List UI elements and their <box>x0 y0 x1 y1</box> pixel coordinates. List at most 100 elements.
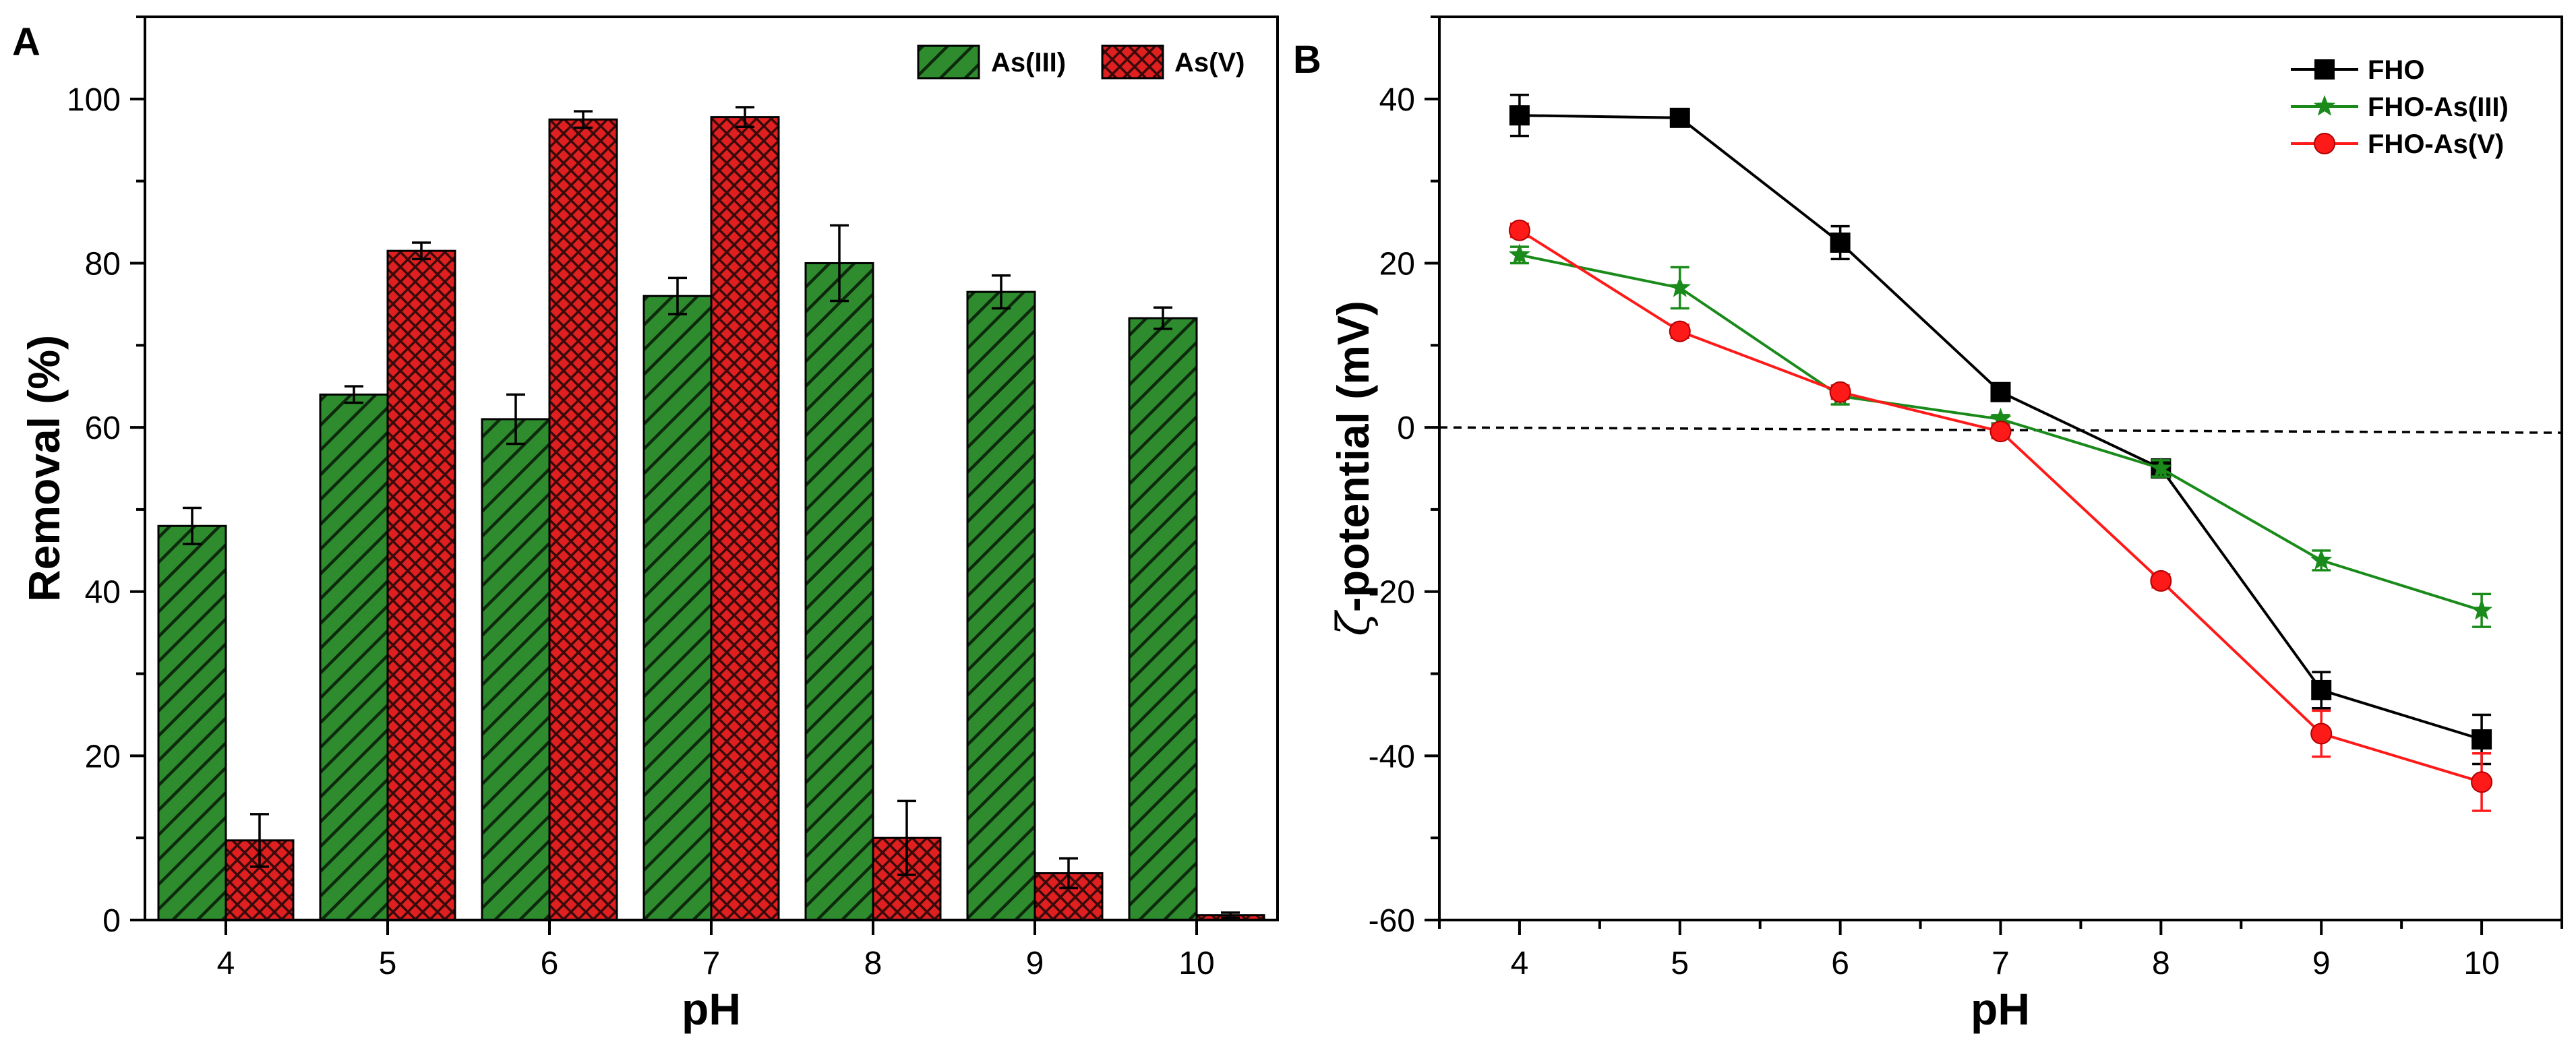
zeta-symbol: ζ <box>1327 609 1379 636</box>
error-bar <box>183 506 202 545</box>
point-fho-asiii-ph-4 <box>1508 243 1531 264</box>
panel-b-plot-frame <box>1438 16 2563 921</box>
panel-b-x-tick-label: 5 <box>1671 946 1689 981</box>
point-fho-asv-ph-9 <box>2310 723 2333 745</box>
panel-a-x-tick-label: 4 <box>217 946 235 981</box>
panel-a-legend: As(III) As(V) <box>917 44 1245 80</box>
panel-a-error-bars <box>183 106 1240 919</box>
panel-a-x-tick-label: 8 <box>864 946 882 981</box>
panel-b-x-tick-label: 8 <box>2152 946 2170 981</box>
error-bar <box>736 106 754 128</box>
error-bar <box>1154 306 1172 330</box>
bar-asiii-ph-7 <box>642 295 713 921</box>
panel-b-y-tick-label: 0 <box>1397 410 1415 446</box>
legend-marker-fho <box>2314 59 2335 80</box>
panel-b-x-axis-title: pH <box>1971 984 2030 1034</box>
error-bar <box>345 385 363 404</box>
panel-a: A 0 20 40 60 80 100 4 5 6 7 8 9 10 pH Removal (%) As… <box>12 16 1279 1034</box>
error-bar <box>250 813 269 868</box>
point-fho-asiii-ph-10 <box>2470 599 2493 620</box>
panel-a-label: A <box>12 20 40 64</box>
panel-b-x-tick-label: 9 <box>2312 946 2331 981</box>
panel-a-x-tick-label: 5 <box>379 946 397 981</box>
bar-asiii-ph-6 <box>481 418 551 921</box>
bar-asv-ph-5 <box>386 249 456 921</box>
point-fho-ph-4 <box>1509 105 1530 126</box>
point-fho-asv-ph-4 <box>1508 219 1530 241</box>
panel-b-y-axis-title: ζ-potential (mV) <box>1327 301 1379 636</box>
error-bar <box>897 799 916 876</box>
panel-a-y-axis-title: Removal (%) <box>19 335 69 602</box>
panel-b-label: B <box>1293 38 1321 82</box>
panel-a-x-axis-title: pH <box>682 984 741 1034</box>
bar-asiii-ph-5 <box>319 393 389 921</box>
point-fho-ph-6 <box>1830 233 1851 253</box>
point-fho-asiii-ph-7 <box>1989 407 2012 429</box>
error-bar <box>574 110 593 129</box>
bar-asiii-ph-4 <box>157 524 227 921</box>
panel-a-bars <box>157 116 1265 921</box>
panel-b-ticks: -60 -40 -20 0 20 40 4 5 6 7 8 9 10 <box>1369 16 2563 981</box>
panel-b-x-tick-label: 7 <box>1991 946 2010 981</box>
point-fho-asv-ph-6 <box>1829 381 1851 403</box>
panel-b-y-tick-label: -60 <box>1369 903 1415 939</box>
point-fho-ph-10 <box>2472 729 2492 750</box>
panel-b-legend: FHO FHO-As(III) FHO-As(V) <box>2291 55 2509 159</box>
error-bar <box>506 393 525 446</box>
error-bar <box>992 274 1011 310</box>
zero-reference-line <box>1439 426 2563 434</box>
legend-swatch-as-v <box>1101 44 1164 80</box>
panel-a-x-tick-label: 10 <box>1178 946 1214 981</box>
panel-b-y-tick-label: -40 <box>1369 739 1415 774</box>
panel-a-x-tick-label: 6 <box>541 946 559 981</box>
panel-a-x-tick-label: 7 <box>702 946 721 981</box>
error-bar <box>830 224 849 303</box>
panel-a-ticks: 0 20 40 60 80 100 4 5 6 7 8 9 10 <box>67 16 1215 981</box>
panel-b-y-tick-label: 20 <box>1379 246 1415 282</box>
error-bar <box>1221 911 1240 919</box>
point-fho-asv-ph-10 <box>2471 771 2493 793</box>
error-bar <box>412 241 431 261</box>
panel-b: B -60 -40 -20 0 20 40 4 5 6 7 8 9 10 pH ζ-potential … <box>1293 16 2563 1034</box>
panel-a-y-tick-label: 0 <box>102 903 121 939</box>
error-bar <box>668 276 687 315</box>
point-fho-asv-ph-8 <box>2150 570 2172 592</box>
series-fho-asv <box>1508 219 2493 812</box>
legend-label-as-v: As(V) <box>1174 48 1245 78</box>
panel-b-x-tick-label: 4 <box>1511 946 1529 981</box>
legend-marker-fho-asv <box>2314 133 2335 154</box>
point-fho-asiii-ph-5 <box>1669 276 1691 297</box>
panel-a-y-tick-label: 20 <box>85 739 121 774</box>
bar-asv-ph-6 <box>548 118 618 921</box>
point-fho-ph-7 <box>1990 381 2011 402</box>
panel-b-y-tick-label: 40 <box>1379 82 1415 118</box>
panel-b-series <box>1508 93 2493 812</box>
point-fho-asiii-ph-8 <box>2150 457 2172 478</box>
panel-a-y-tick-label: 80 <box>85 246 121 282</box>
panel-a-plot-frame <box>144 16 1279 921</box>
legend-label-fho: FHO <box>2368 55 2424 85</box>
bar-asiii-ph-9 <box>966 290 1036 921</box>
line-fho-asv <box>1518 229 2482 784</box>
legend-label-as-iii: As(III) <box>991 48 1066 78</box>
panel-a-y-tick-label: 40 <box>85 575 121 611</box>
legend-swatch-as-iii <box>917 44 980 80</box>
panel-b-y-tick-label: -20 <box>1369 575 1415 611</box>
bar-asiii-ph-8 <box>804 262 874 921</box>
bar-asiii-ph-10 <box>1128 317 1198 921</box>
panel-b-x-tick-label: 10 <box>2463 946 2499 981</box>
series-fho <box>1509 93 2492 766</box>
point-fho-asiii-ph-9 <box>2310 549 2333 570</box>
panel-a-y-tick-label: 100 <box>67 82 121 118</box>
legend-label-fho-asv: FHO-As(V) <box>2368 129 2504 159</box>
legend-marker-fho-asiii <box>2313 95 2336 116</box>
panel-a-x-tick-label: 9 <box>1026 946 1044 981</box>
panel-b-x-tick-label: 6 <box>1831 946 1849 981</box>
legend-label-fho-asiii: FHO-As(III) <box>2368 92 2509 122</box>
panel-a-y-tick-label: 60 <box>85 410 121 446</box>
point-fho-ph-9 <box>2311 679 2332 700</box>
point-fho-asv-ph-5 <box>1669 320 1691 342</box>
bar-asv-ph-7 <box>710 116 780 921</box>
panel-b-y-axis-title-text: -potential (mV) <box>1328 301 1378 612</box>
